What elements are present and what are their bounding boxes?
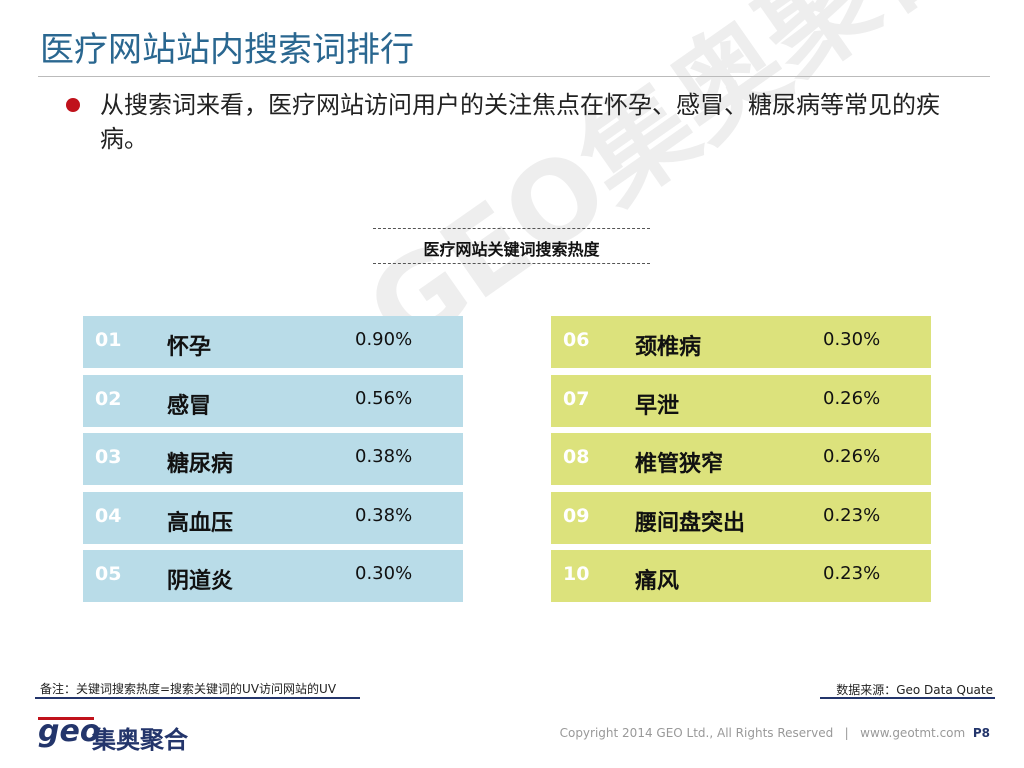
bullet-dot [66,98,80,112]
search-term: 怀孕 [167,335,212,360]
website: www.geotmt.com [860,726,966,740]
rank: 10 [563,563,590,585]
dashed-rule [373,228,650,229]
search-term: 感冒 [167,393,212,419]
rank: 03 [95,446,122,468]
table-row: 07 早泄 0.26% [551,374,931,427]
table-title: 医疗网站关键词搜索热度 [423,240,600,259]
search-heat: 0.26% [823,387,881,409]
search-heat: 0.90% [355,329,413,350]
rank: 04 [95,504,122,527]
search-heat: 0.23% [823,563,881,584]
search-term: 颈椎病 [635,335,702,360]
separator: | [844,726,849,740]
note: 备注：关键词搜索热度=搜索关键词的UV访问网站的UV [40,682,337,696]
rank: 08 [563,446,590,468]
search-term: 椎管狭窄 [635,452,724,477]
footer-line: Copyright 2014 GEO Ltd., All Rights Rese… [560,726,990,740]
source-rule [820,697,995,699]
search-term: 腰间盘突出 [635,510,746,536]
source: 数据来源：Geo Data Quate [836,683,993,697]
search-heat: 0.30% [355,563,413,584]
table-row: 09 腰间盘突出 0.23% [551,491,931,544]
note-rule [35,697,360,699]
rank: 05 [95,563,122,585]
logo-accent [38,717,94,720]
dashed-rule [373,263,650,264]
search-heat: 0.23% [823,504,881,526]
search-heat: 0.26% [823,446,881,467]
table-row: 02 感冒 0.56% [83,374,463,427]
search-term: 高血压 [167,510,234,536]
table-row: 10 痛风 0.23% [551,550,931,602]
table-row: 01 怀孕 0.90% [83,316,463,368]
title: 医疗网站站内搜索词排行 [40,30,414,70]
rank: 09 [563,504,590,527]
title-rule [38,76,990,77]
table-row: 08 椎管狭窄 0.26% [551,433,931,485]
search-term: 阴道炎 [167,569,234,594]
search-term: 早泄 [635,393,680,419]
table-row: 05 阴道炎 0.30% [83,550,463,602]
page-number: P8 [972,726,990,740]
table-row: 04 高血压 0.38% [83,491,463,544]
search-heat: 0.38% [355,446,413,467]
search-heat: 0.30% [823,329,881,350]
logo-text: 集奥聚合 [92,726,188,754]
bullet-text: 从搜索词来看，医疗网站访问用户的关注焦点在怀孕、感冒、糖尿病等常见的疾病。 [100,91,940,153]
search-heat: 0.56% [355,387,413,409]
rank: 02 [95,387,122,410]
search-term: 糖尿病 [167,452,234,477]
rank: 01 [95,329,122,351]
rank: 06 [563,329,590,351]
search-heat: 0.38% [355,504,413,526]
rank: 07 [563,387,590,410]
search-term: 痛风 [635,569,680,594]
table-row: 03 糖尿病 0.38% [83,433,463,485]
table-row: 06 颈椎病 0.30% [551,316,931,368]
copyright: Copyright 2014 GEO Ltd., All Rights Rese… [559,726,834,740]
